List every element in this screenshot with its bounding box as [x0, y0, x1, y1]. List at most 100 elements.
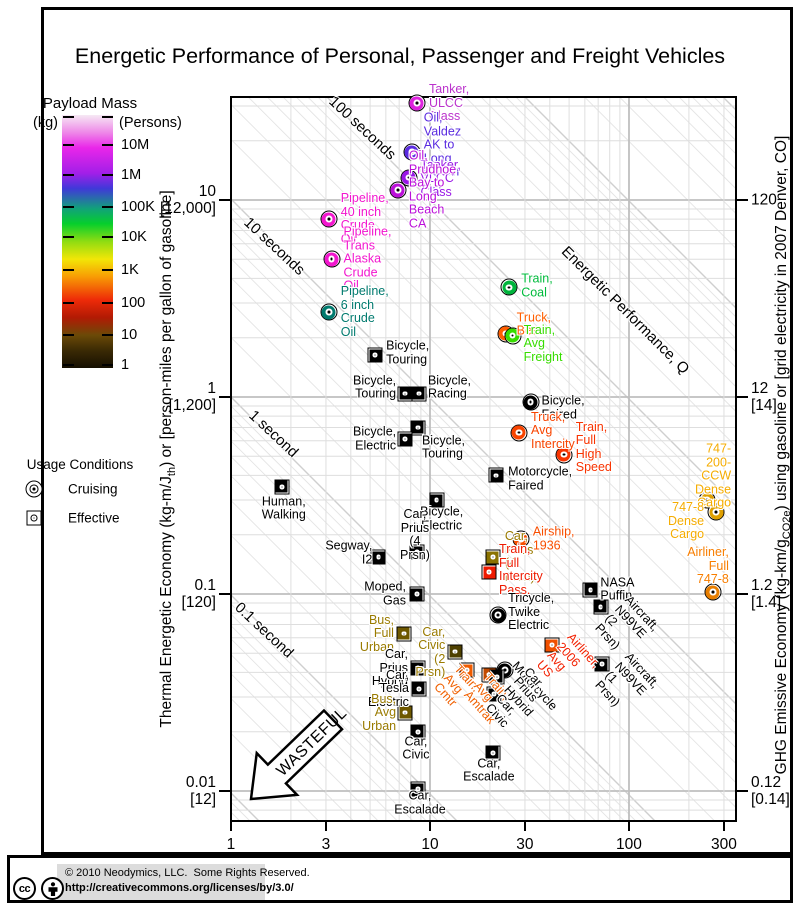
point-label-car-escalade-cruising: Car, Escalade [463, 756, 515, 784]
colorbar-tick [102, 116, 113, 119]
point-marker-bicycle-electric-upper [397, 431, 413, 447]
point-label-segway-i2: Segway, I2 [325, 538, 373, 567]
cc-license-icon-text: cc [18, 882, 31, 895]
colorbar-tick [102, 143, 113, 147]
y-left-tick-mark-0-01 [219, 789, 230, 793]
point-marker-motorcycle-faired [488, 467, 504, 483]
footer-license-url[interactable]: http://creativecommons.org/licenses/by/3… [65, 882, 294, 894]
y-right-tick-label-0-12: 0.12 [0.14] [751, 774, 790, 808]
point-marker-moped-gas [409, 586, 425, 602]
point-label-bus-avg-urban: Bus, Avg Urban [362, 691, 397, 733]
point-marker-tanker-vlcc-class [400, 169, 418, 187]
point-marker-tanker-ulcc-class [408, 94, 426, 112]
y-right-tick-label-120: 120 [751, 191, 777, 209]
point-marker-bus-full-urban [396, 626, 412, 642]
point-marker-oil-valdez-ak-to-long-beach-ca [403, 143, 421, 161]
usage-item-cruising: Cruising [25, 480, 154, 498]
point-label-train-full-high-speed: Train, Full High Speed [575, 419, 612, 475]
point-marker-train-coal [500, 278, 518, 296]
point-marker-airliner-2006-avg-us [544, 637, 560, 653]
footer-highlight [57, 864, 265, 900]
y-right-tick-mark-120 [737, 198, 748, 202]
plot-area [230, 96, 737, 822]
point-marker-car-civic-cruising [486, 686, 502, 702]
point-marker-bus-avg-urban [397, 705, 413, 721]
y-right-tick-label-12: 12 [14] [751, 380, 777, 414]
footer-copyright: © 2010 Neodymics, LLC. Some Rights Reser… [65, 867, 310, 879]
point-label-bicycle-electric-upper: Bicycle, Electric [353, 424, 397, 453]
point-marker-car-prius-4-prsn-cruising [485, 549, 501, 565]
cruising-marker-icon [25, 480, 43, 498]
payload-persons-value: 1 [121, 357, 130, 373]
point-label-car-prius-4-prsn-effective: Car, Prius (4 Prsn) [400, 507, 430, 562]
payload-legend-title: Payload Mass [42, 95, 138, 112]
point-label-tricycle-twike-electric: Tricycle, Twike Electric [508, 591, 555, 632]
payload-kg-header: (kg) [33, 115, 58, 131]
point-label-truck-avg-intercity: Truck, Avg Intercity [530, 409, 575, 451]
person-glyph [48, 881, 57, 896]
colorbar-tick [63, 268, 74, 272]
payload-persons-value: 1M [121, 167, 142, 183]
point-label-bicycle-touring-effective: Bicycle, Touring [421, 433, 466, 461]
y-right-title-post: ) using gasoline or [grid electricity in… [772, 135, 790, 511]
payload-persons-value: 1K [121, 262, 139, 278]
point-label-bicycle-touring-cruise: Bicycle, Touring [353, 373, 397, 401]
x-tick-mark-10 [429, 822, 432, 831]
point-label-train-avg-freight: Train, Avg Freight [523, 322, 563, 364]
point-label-motorcycle-faired: Motorcycle, Faired [508, 464, 573, 493]
point-marker-car-prius-hybrid-cruising [489, 669, 505, 685]
payload-persons-value: 10M [121, 137, 150, 153]
colorbar-tick [102, 235, 113, 239]
payload-persons-value: 10 [121, 327, 138, 343]
point-marker-car-tesla-electric [411, 681, 427, 697]
point-marker-car-prius-4-prsn-effective [409, 544, 425, 560]
page-title: Energetic Performance of Personal, Passe… [74, 44, 726, 68]
x-tick-mark-1 [230, 822, 233, 831]
point-label-car-escalade-effective: Car, Escalade [394, 788, 446, 817]
colorbar-tick [102, 333, 113, 337]
y-left-tick-label-1: 1 [1,200] [168, 380, 216, 414]
y-right-title-pre: GHG Emissive Economy (kg-km/g [772, 539, 790, 775]
point-marker-train-avg-cmtr [459, 662, 475, 678]
colorbar-tick [63, 301, 74, 305]
point-marker-bicycle-electric-lower [429, 492, 445, 508]
colorbar-tick [63, 363, 74, 367]
point-marker-bicycle-touring-loaded [367, 347, 383, 363]
point-marker-pipeline-trans-alaska-crude-oil [323, 250, 341, 268]
y-left-tick-mark-0-1 [219, 592, 230, 596]
point-label-train-coal: Train, Coal [521, 271, 553, 300]
colorbar-tick [63, 143, 74, 147]
point-marker-bicycle-touring-cruise [397, 386, 413, 402]
point-label-bicycle-racing: Bicycle, Racing [427, 373, 472, 401]
y-right-tick-mark-12 [737, 395, 748, 399]
y-right-title-sub: CO2e [781, 510, 794, 540]
point-label-pipeline-6-inch-crude-oil: Pipeline, 6 inch Crude Oil [340, 284, 389, 339]
usage-item-label: Effective [68, 510, 120, 526]
point-marker-truck-avg-intercity [510, 424, 528, 442]
point-marker-aircraft-n99ve-1-prsn [594, 656, 610, 672]
x-tick-mark-3 [324, 822, 328, 831]
point-marker-train-avg-freight [504, 327, 522, 345]
colorbar-tick [63, 333, 74, 337]
usage-legend-title: Usage Conditions [26, 457, 134, 472]
payload-persons-value: 100K [121, 199, 155, 215]
payload-colorbar [62, 115, 113, 368]
point-label-human-walking: Human, Walking [261, 494, 306, 522]
point-marker-train-full-high-speed [555, 446, 573, 464]
chart-frame [41, 7, 793, 855]
point-marker-car-prius-hybrid-effective [410, 660, 426, 676]
point-label-car-civic-effective: Car, Civic [402, 734, 430, 762]
point-marker-airliner-full-747-8 [704, 583, 722, 601]
point-marker-bicycle-racing [411, 386, 427, 402]
colorbar-tick [63, 205, 74, 209]
colorbar-tick [63, 235, 74, 239]
point-label-car-civic-2-prsn: Car, Civic (2 Prsn) [415, 624, 446, 680]
y-left-tick-label-10: 10 [12,000] [159, 183, 216, 217]
point-marker-car-civic-2-prsn [447, 644, 463, 660]
point-marker-train-full-intercity-pass [481, 564, 497, 580]
point-marker-bicycle-faired [522, 393, 540, 411]
point-marker-car-escalade-cruising [485, 745, 501, 761]
y-left-axis-title: Thermal Energetic Economy (kg-m/Jth) or … [158, 190, 178, 727]
point-marker-oil-prudhoe-bay-to-long-beach-ca [389, 181, 407, 199]
